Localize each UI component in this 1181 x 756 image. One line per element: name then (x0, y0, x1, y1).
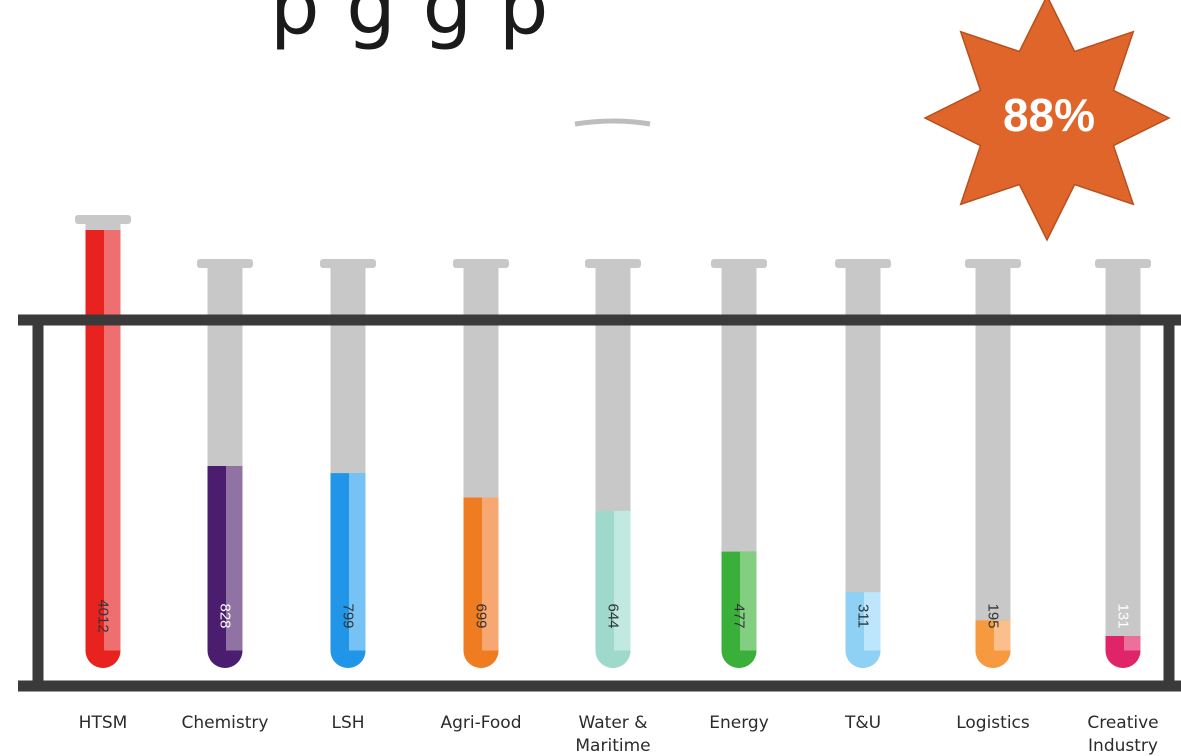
tube-cap (75, 215, 131, 224)
tube-cap (453, 259, 509, 268)
bar-highlight (104, 230, 121, 651)
tube-glass (1105, 266, 1141, 668)
data-label: 477 (731, 603, 748, 628)
tube-cap (320, 259, 376, 268)
tube: 699 (453, 259, 509, 668)
tick-label: Agri-Food (440, 713, 521, 733)
tube: 131 (1095, 259, 1151, 668)
tube: 311 (835, 259, 891, 668)
title-fragment: p g g p (270, 0, 550, 52)
tube-cap (711, 259, 767, 268)
data-label: 699 (473, 603, 490, 628)
tube: 4012 (75, 215, 131, 668)
data-label: 644 (605, 603, 622, 628)
data-label: 799 (340, 603, 357, 628)
tube-cap (585, 259, 641, 268)
tick-label: LSH (331, 713, 364, 733)
decorative-arc (574, 118, 651, 127)
tubes-group: 4012 828 799 699 644 477 311 195 131 (75, 215, 1151, 668)
tube: 799 (320, 259, 376, 668)
bar-highlight (349, 473, 366, 651)
data-label: 131 (1115, 603, 1132, 628)
tick-label: HTSM (79, 713, 128, 733)
tick-label: Creative (1087, 713, 1158, 733)
bar-highlight (994, 620, 1011, 651)
tick-label: Chemistry (182, 713, 269, 733)
tube: 195 (965, 259, 1021, 668)
tick-label: T&U (844, 713, 881, 733)
bar-highlight (614, 510, 631, 651)
data-label: 4012 (95, 599, 112, 632)
tube-glass (845, 266, 881, 668)
bar-highlight (740, 551, 757, 651)
bar-highlight (482, 497, 499, 651)
percentage-badge: 88% (923, 0, 1171, 242)
tube: 644 (585, 259, 641, 668)
tube-rack (18, 314, 1181, 692)
data-label: 195 (985, 603, 1002, 628)
tick-label: Water & (579, 713, 648, 733)
tick-label: Maritime (575, 736, 650, 756)
tube-cap (835, 259, 891, 268)
category-labels: HTSM Chemistry LSH Agri-Food Water & Maritime… (79, 713, 1159, 756)
tick-label: Energy (709, 713, 769, 733)
tube-glass (975, 266, 1011, 668)
tick-label: Industry (1088, 736, 1158, 756)
tube-cap (965, 259, 1021, 268)
tube-cap (197, 259, 253, 268)
bar-highlight (864, 592, 881, 651)
data-label: 311 (855, 604, 872, 628)
tube: 828 (197, 259, 253, 668)
tick-label: Logistics (956, 713, 1030, 733)
bar-highlight (1124, 636, 1141, 651)
data-label: 828 (217, 603, 234, 628)
badge-label: 88% (1003, 89, 1095, 141)
bar-highlight (226, 466, 243, 651)
tube: 477 (711, 259, 767, 668)
tube-cap (1095, 259, 1151, 268)
badge-star (923, 0, 1171, 242)
